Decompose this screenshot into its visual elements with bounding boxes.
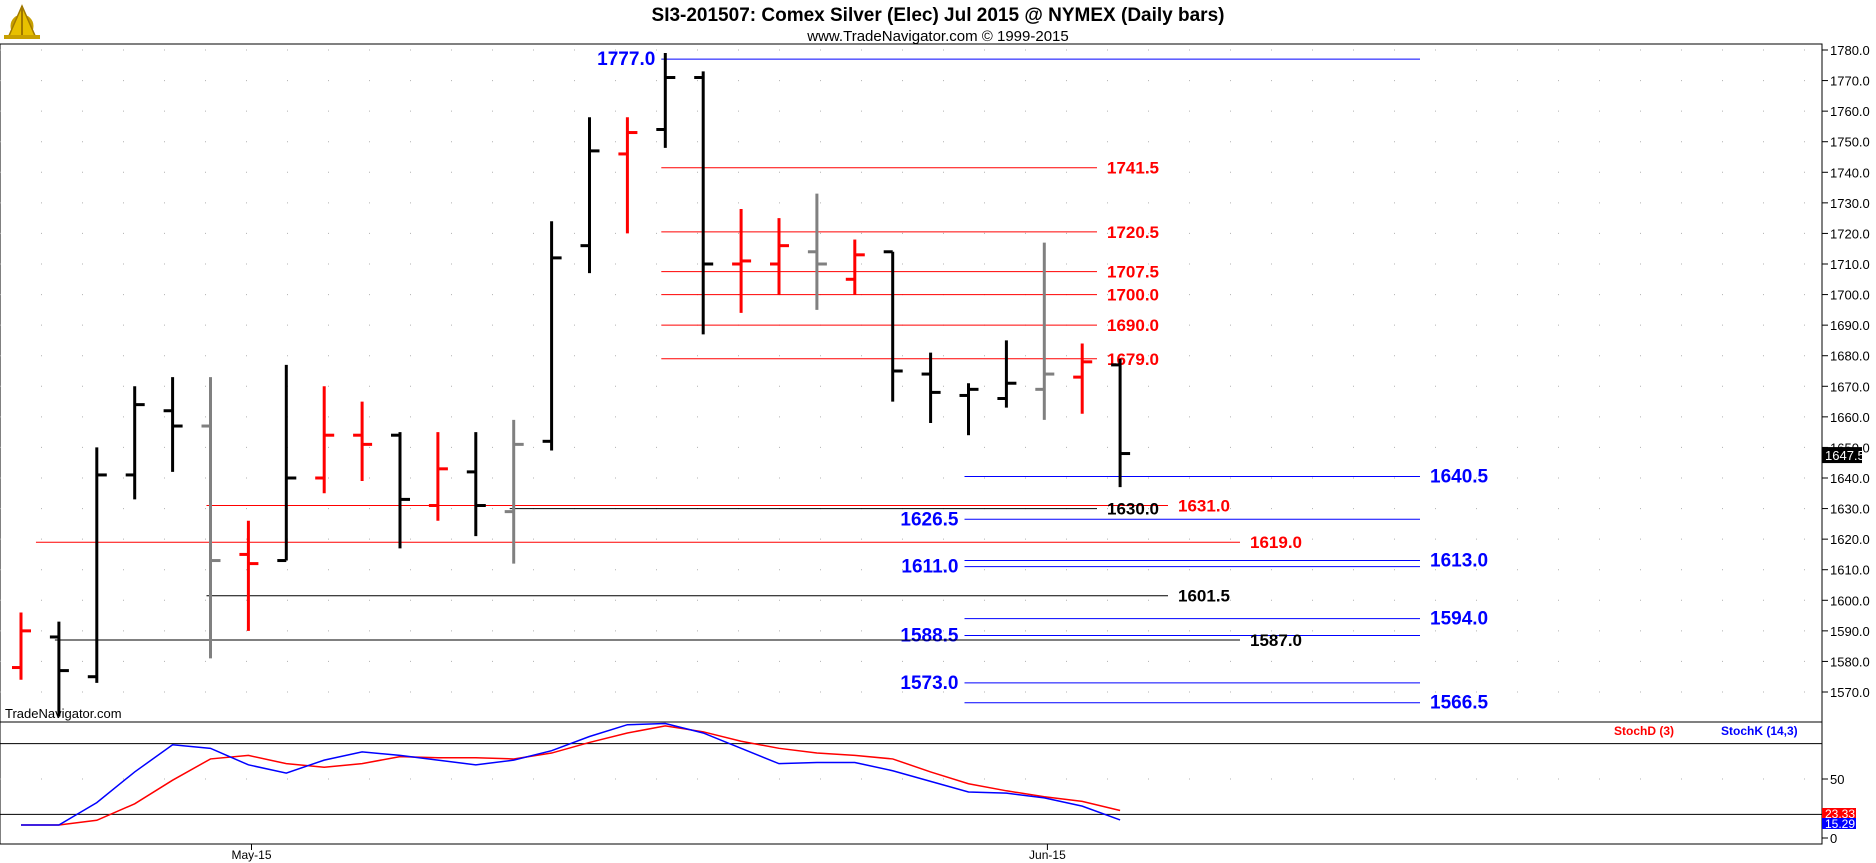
level-label: 1626.5 <box>900 509 959 530</box>
ohlc-bar <box>87 447 107 683</box>
ohlc-bar <box>807 193 827 310</box>
ohlc-bar <box>466 432 486 537</box>
ohlc-bar <box>1073 343 1093 414</box>
ohlc-bar <box>1035 242 1055 420</box>
level-label: 1566.5 <box>1430 693 1489 714</box>
level-label: 1613.0 <box>1430 551 1488 572</box>
price-tick-label: 1640.0 <box>1830 471 1870 486</box>
support-resistance-levels: 1777.01741.51720.51707.51700.01690.01679… <box>35 49 1489 714</box>
ohlc-bar <box>277 364 297 563</box>
chart-title: SI3-201507: Comex Silver (Elec) Jul 2015… <box>652 5 1225 26</box>
ohlc-bar <box>770 218 789 295</box>
level-label: 1631.0 <box>1178 497 1230 516</box>
price-tick-label: 1750.0 <box>1830 135 1870 150</box>
ohlc-bar <box>694 71 714 335</box>
watermark: TradeNavigator.com <box>5 706 122 721</box>
osc-legend-entry: StochK (14,3) <box>1721 724 1798 738</box>
ohlc-bar <box>997 340 1017 408</box>
price-tick-label: 1710.0 <box>1830 257 1870 272</box>
x-tick-label: Jun-15 <box>1029 848 1066 862</box>
price-tick-label: 1760.0 <box>1830 104 1870 119</box>
level-label: 1587.0 <box>1250 631 1302 650</box>
ohlc-bar <box>391 432 410 549</box>
price-tick-label: 1670.0 <box>1830 379 1870 394</box>
price-tick-label: 1680.0 <box>1830 349 1870 364</box>
price-tick-label: 1740.0 <box>1830 165 1870 180</box>
ohlc-bar <box>49 621 69 717</box>
ohlc-bar <box>201 377 221 659</box>
oscillator-legend: StochD (3) StochK (14,3) <box>1614 724 1798 738</box>
ohlc-bar <box>618 117 638 234</box>
chart-subtitle: www.TradeNavigator.com © 1999-2015 <box>806 28 1068 45</box>
price-tick-label: 1660.0 <box>1830 410 1870 425</box>
price-tick-label: 1690.0 <box>1830 318 1870 333</box>
ohlc-bar <box>353 401 373 482</box>
level-label: 1588.5 <box>900 625 959 646</box>
ohlc-bar <box>12 612 31 680</box>
level-label: 1573.0 <box>900 673 958 694</box>
ohlc-bar <box>1111 358 1131 488</box>
ohlc-bar <box>656 53 676 148</box>
level-label: 1690.0 <box>1107 316 1159 335</box>
ohlc-bar <box>315 386 335 494</box>
level-label: 1630.0 <box>1107 500 1159 519</box>
level-label: 1594.0 <box>1430 609 1488 630</box>
price-axis: 1570.0 1580.0 1590.0 1600.0 1610.0 1620.0 1630… <box>1822 43 1870 700</box>
price-tick-label: 1590.0 <box>1830 624 1870 639</box>
ohlc-bars <box>12 53 1131 717</box>
level-label: 1720.5 <box>1107 223 1159 242</box>
price-tick-label: 1610.0 <box>1830 563 1870 578</box>
price-tick-label: 1630.0 <box>1830 502 1870 517</box>
osc-tick-label: 0 <box>1830 831 1837 846</box>
osc-series-line <box>21 722 1121 826</box>
ohlc-bar <box>125 386 145 500</box>
level-label: 1707.5 <box>1107 263 1159 282</box>
ohlc-bar <box>542 221 562 451</box>
osc-last-box <box>1822 808 1856 819</box>
ohlc-bar <box>921 352 941 423</box>
price-tick-label: 1770.0 <box>1830 74 1870 89</box>
ohlc-bar <box>959 383 979 436</box>
osc-last-label: 15.29 <box>1825 817 1855 831</box>
price-tick-label: 1730.0 <box>1830 196 1870 211</box>
level-label: 1777.0 <box>597 49 655 70</box>
ohlc-bar <box>428 432 448 521</box>
price-tick-label: 1780.0 <box>1830 43 1870 58</box>
last-price-label: 1647.5 <box>1825 448 1865 463</box>
date-axis: May-15 Jun-15 <box>0 843 1822 862</box>
price-tick-label: 1720.0 <box>1830 226 1870 241</box>
x-tick-label: May-15 <box>231 848 271 862</box>
level-label: 1611.0 <box>901 557 958 578</box>
price-tick-label: 1600.0 <box>1830 593 1870 608</box>
last-price-box <box>1822 447 1862 464</box>
stochastic-lines <box>21 722 1121 826</box>
osc-last-box <box>1822 818 1856 829</box>
sextant-logo-icon <box>4 4 40 39</box>
osc-last-label: 23.33 <box>1825 807 1855 821</box>
osc-series-line <box>21 725 1121 826</box>
oscillator-panel <box>0 721 1823 845</box>
level-label: 1601.5 <box>1178 587 1230 606</box>
ohlc-bar <box>163 377 183 472</box>
osc-tick-label: 50 <box>1830 772 1844 787</box>
ohlc-bar <box>845 239 865 295</box>
price-tick-label: 1570.0 <box>1830 685 1870 700</box>
level-label: 1700.0 <box>1107 286 1159 305</box>
ohlc-bar <box>580 117 600 274</box>
price-tick-label: 1580.0 <box>1830 654 1870 669</box>
osc-legend-entry: StochD (3) <box>1614 724 1674 738</box>
ohlc-bar <box>732 208 752 313</box>
price-tick-label: 1620.0 <box>1830 532 1870 547</box>
level-label: 1619.0 <box>1250 533 1302 552</box>
level-label: 1741.5 <box>1107 159 1159 178</box>
price-panel <box>0 43 1823 723</box>
oscillator-grid <box>0 743 1822 815</box>
ohlc-bar <box>504 419 524 564</box>
level-label: 1640.5 <box>1430 466 1489 487</box>
ohlc-bar <box>239 520 259 631</box>
ohlc-bar <box>883 250 903 402</box>
price-tick-label: 1700.0 <box>1830 288 1870 303</box>
